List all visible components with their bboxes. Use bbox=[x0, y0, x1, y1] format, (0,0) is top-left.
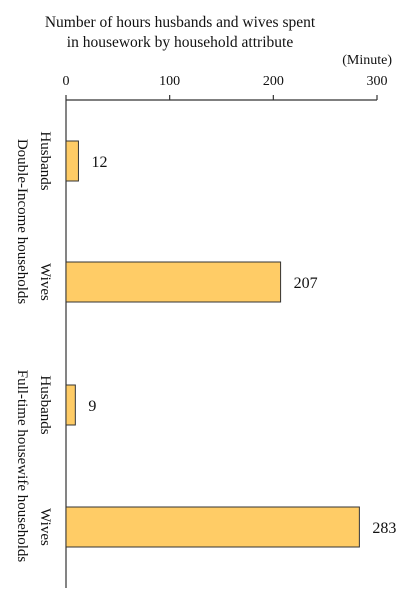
category-label: Wives bbox=[37, 508, 53, 546]
group-label: Double-Income households bbox=[14, 139, 30, 305]
bar-value-label: 9 bbox=[88, 398, 96, 415]
category-label: Husbands bbox=[37, 375, 53, 434]
bar bbox=[65, 384, 76, 426]
chart-title-line-2: in housework by household attribute bbox=[67, 34, 294, 51]
x-tick-label: 200 bbox=[263, 74, 284, 89]
label-layer: Double-Income households Husbands 12 Wives 2… bbox=[14, 131, 396, 562]
group-label: Full-time housewife households bbox=[14, 370, 30, 563]
chart-title-line-1: Number of hours husbands and wives spent bbox=[45, 14, 316, 31]
bar-layer bbox=[65, 140, 360, 548]
bar bbox=[65, 140, 79, 182]
bar bbox=[65, 506, 360, 548]
x-tick-label: 100 bbox=[159, 74, 180, 89]
bar bbox=[65, 261, 282, 303]
bar-value-label: 207 bbox=[294, 275, 318, 292]
bar-value-label: 12 bbox=[91, 154, 107, 171]
bar-value-label: 283 bbox=[372, 520, 396, 537]
category-label: Husbands bbox=[37, 131, 53, 190]
x-tick-label: 300 bbox=[367, 74, 388, 89]
unit-label: (Minute) bbox=[342, 53, 392, 68]
category-label: Wives bbox=[37, 263, 53, 301]
x-tick-label: 0 bbox=[63, 74, 70, 89]
